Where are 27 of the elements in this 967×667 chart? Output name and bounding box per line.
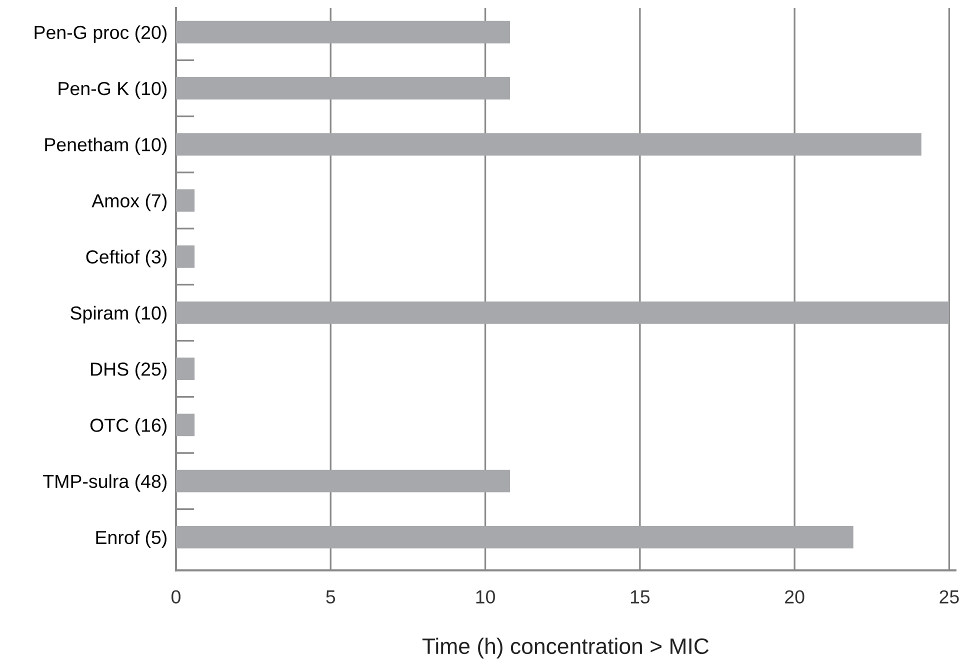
bar [176,414,195,436]
x-axis-title: Time (h) concentration > MIC [422,638,709,658]
y-tick-label: Pen-G proc (20) [34,25,167,43]
bar [176,77,510,100]
x-tick-label: 10 [476,590,495,604]
y-tick-label: Amox (7) [92,194,166,212]
y-tick-label: DHS (25) [91,362,166,380]
x-tick-label: 20 [785,590,804,604]
y-tick-label: Ceftiof (3) [86,250,166,268]
x-tick-label: 15 [630,590,650,604]
y-tick-label: Penetham (10) [45,138,167,156]
bar [176,245,195,268]
y-tick-label: Spiram (10) [70,306,167,324]
bar [176,526,854,548]
y-tick-label: OTC (16) [90,418,166,436]
x-tick-label: 25 [940,590,959,604]
x-tick-label: 5 [326,590,336,604]
bar [176,133,922,156]
y-tick-label: TMP-sulra (48) [43,474,167,492]
bar [176,189,195,212]
bar [176,358,195,380]
bar [176,470,510,492]
bar [176,301,950,324]
bar [176,20,510,44]
y-tick-label: Enrof (5) [96,530,166,548]
x-tick-label: 0 [172,590,180,604]
y-tick-label: Pen-G K (10) [58,81,167,99]
